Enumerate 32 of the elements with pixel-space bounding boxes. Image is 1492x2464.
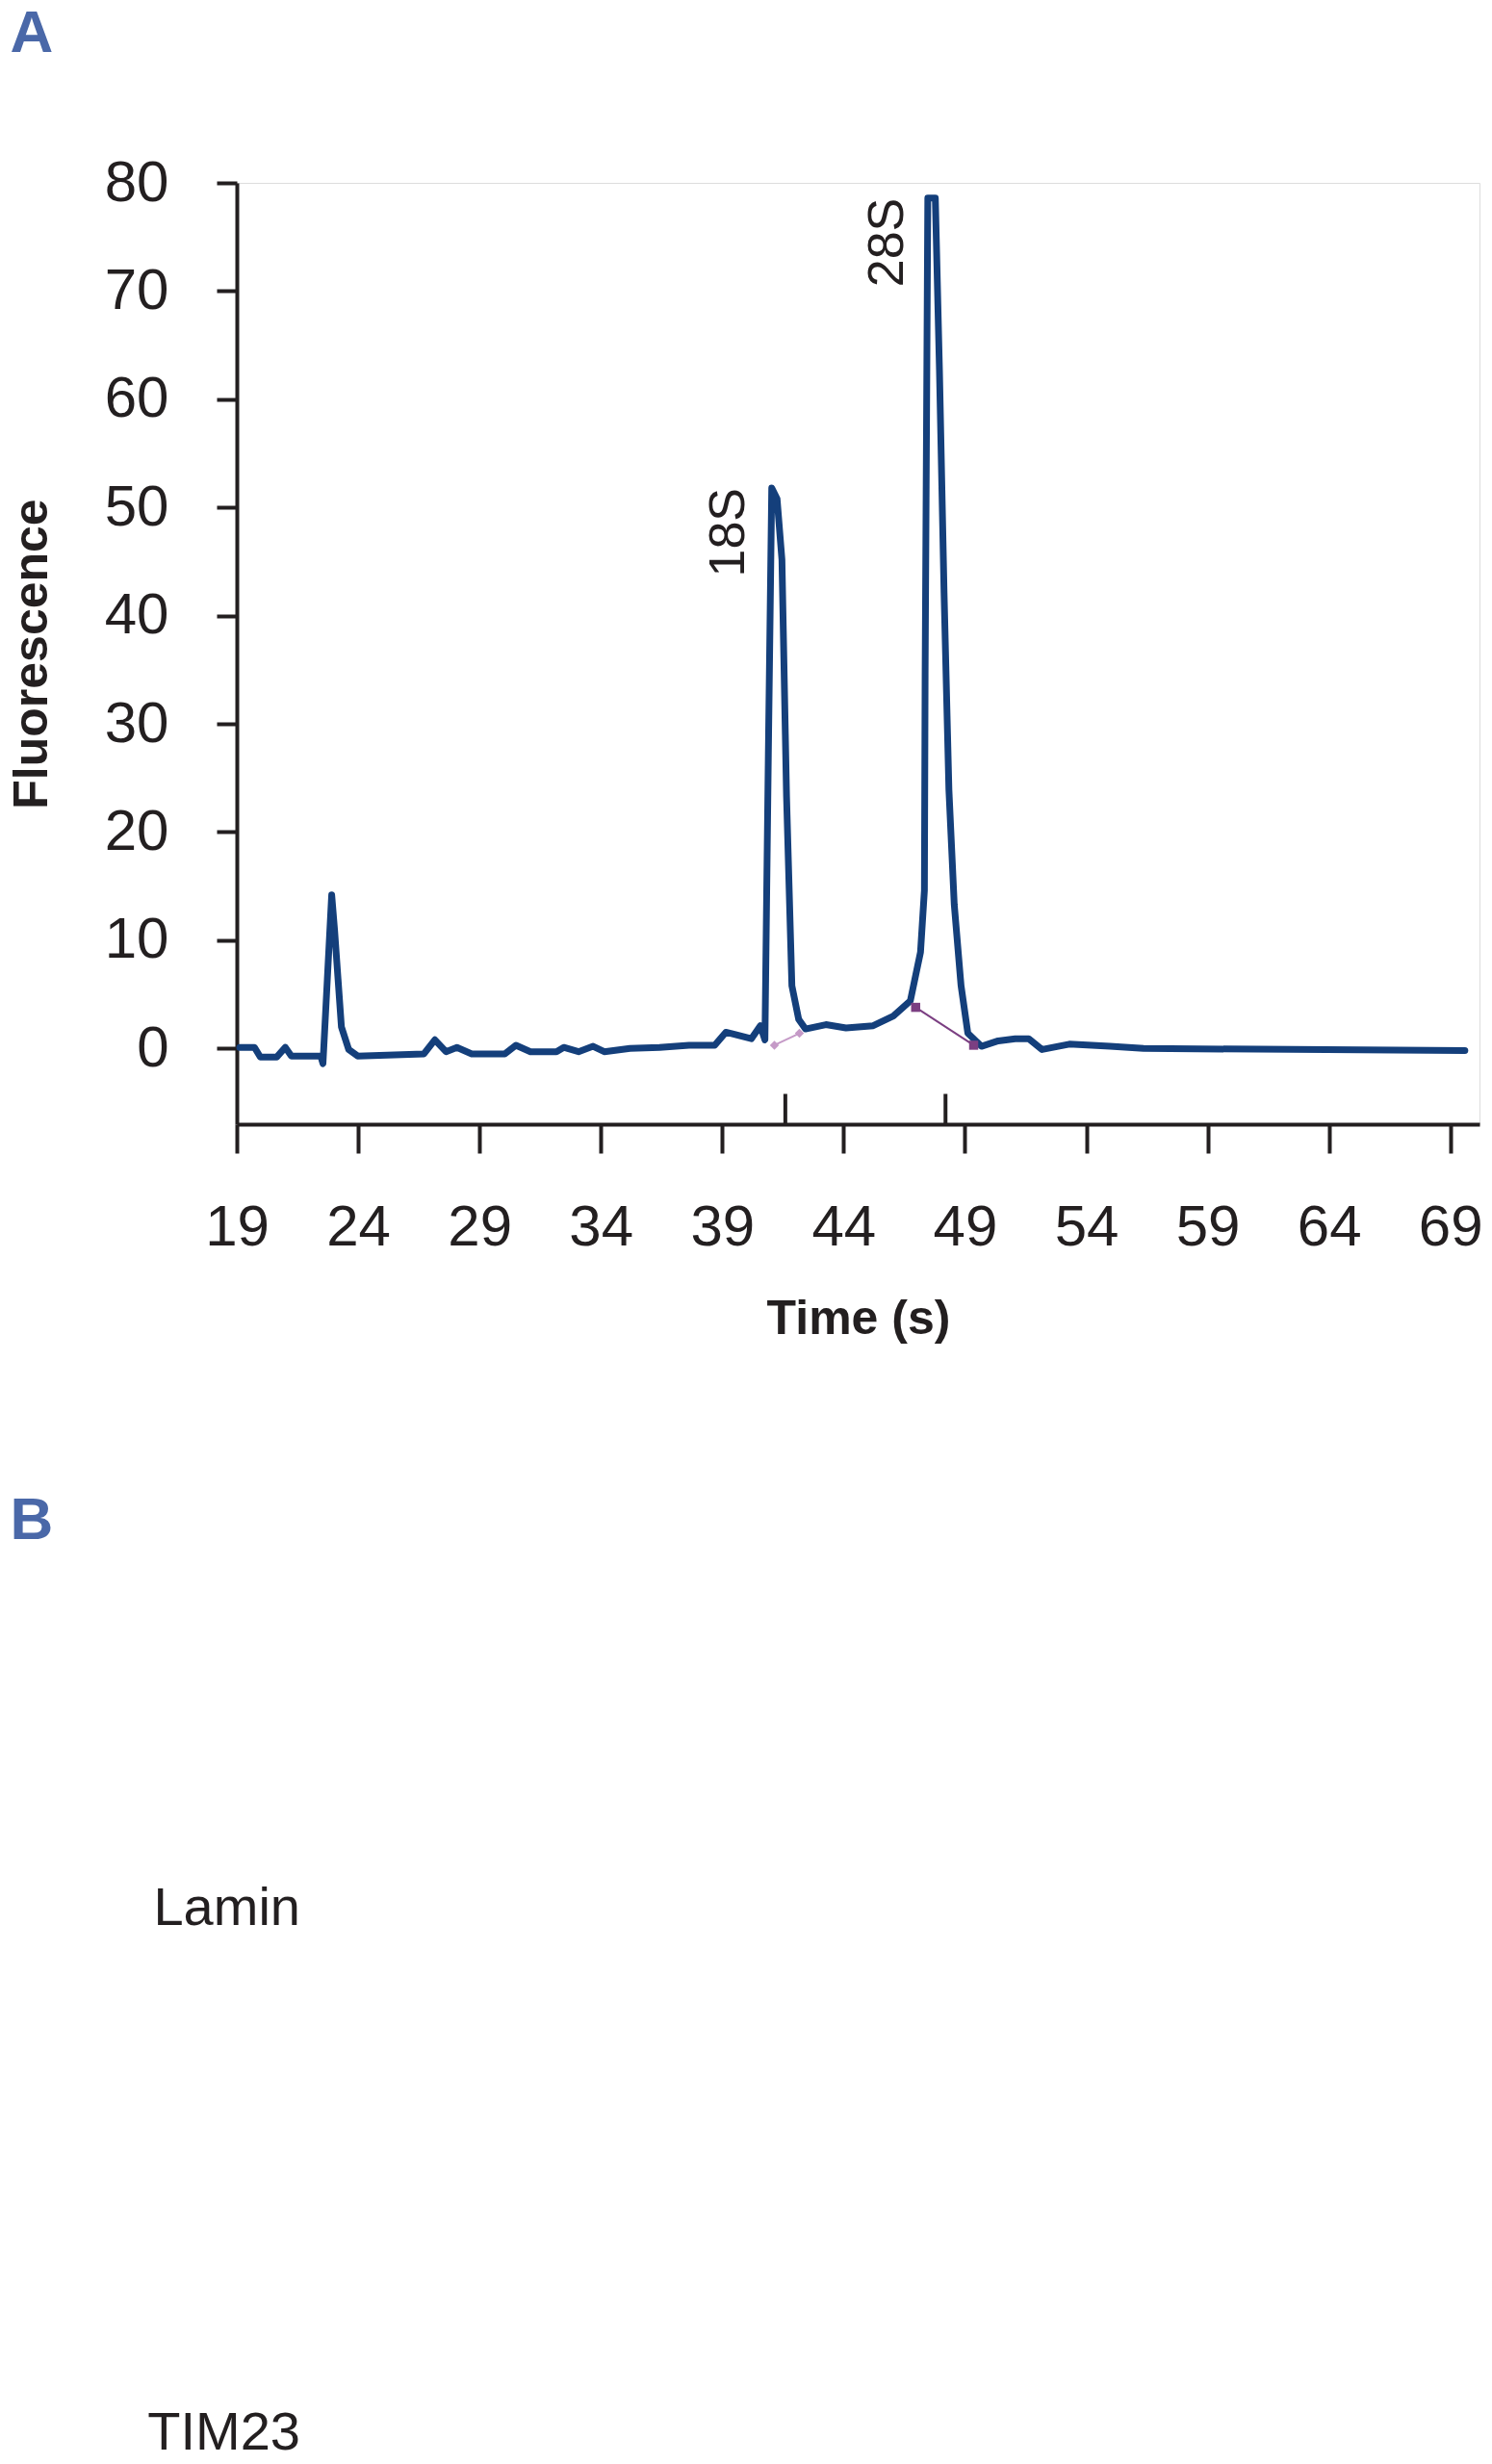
text: TIM23: [147, 2400, 300, 2461]
point: [769, 1040, 780, 1050]
x-tick-label: 39: [690, 1193, 756, 1258]
text: Lamin: [153, 1876, 300, 1937]
text: A: [10, 0, 54, 64]
y-tick-label: 0: [137, 1014, 169, 1079]
x-axis-title: Time (s): [766, 1290, 951, 1345]
x-tick-label: 44: [811, 1193, 877, 1258]
y-tick-label: 40: [104, 581, 169, 647]
x-tick-label: 29: [448, 1193, 513, 1258]
x-tick-label: 54: [1054, 1193, 1119, 1258]
annotation: 18S: [698, 488, 755, 578]
x-tick-label: 34: [569, 1193, 634, 1258]
x-tick-label: 64: [1297, 1193, 1362, 1258]
x-tick-label: 49: [933, 1193, 998, 1258]
x-tick-label: 59: [1175, 1193, 1241, 1258]
point: [794, 1028, 805, 1039]
x-tick-label: 69: [1418, 1193, 1483, 1258]
y-tick-label: 70: [104, 256, 169, 321]
text: B: [10, 1485, 54, 1552]
y-tick-label: 20: [104, 797, 169, 862]
annotation: 28S: [858, 197, 914, 288]
y-axis-title: Fluorescence: [3, 499, 58, 809]
point: [911, 1002, 920, 1013]
y-tick-label: 60: [104, 365, 169, 430]
y-tick-label: 10: [104, 906, 169, 971]
y-tick-label: 50: [104, 473, 169, 538]
y-tick-label: 30: [104, 689, 169, 755]
point: [968, 1040, 979, 1050]
x-tick-label: 19: [205, 1193, 270, 1258]
y-tick-label: 80: [104, 148, 169, 214]
x-tick-label: 24: [326, 1193, 391, 1258]
